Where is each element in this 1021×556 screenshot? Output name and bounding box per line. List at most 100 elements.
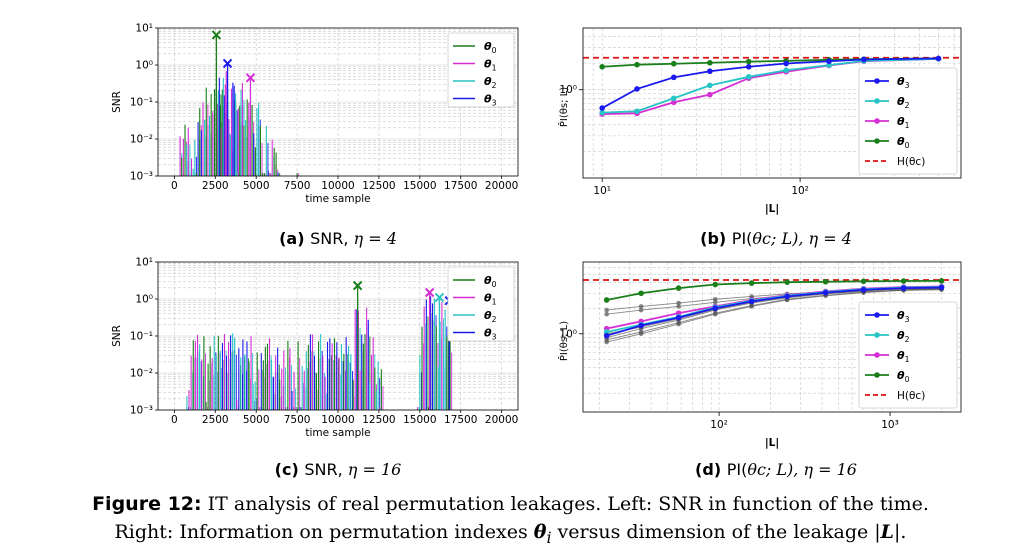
x-tick-label: 17500 [444,180,477,192]
series-point [900,285,907,291]
legend-entry: θ0 [897,135,910,150]
caption-theta: θ [533,521,547,543]
x-tick-label: 12500 [362,180,395,192]
subfigure-caption: (d) PI(θc; L), η = 16 [695,460,857,479]
legend-entry: θ2 [897,95,910,110]
other-index-line [606,288,942,343]
panel-d-pi-eta16: 10² 10³ 10⁰ |L| P̂I(θs; L) θ3 θ2 θ1 θ0 H(θc) (d) P… [557,261,962,479]
legend-entry: θ3 [484,327,497,342]
series-point [745,74,752,80]
other-index-point [604,307,609,313]
legend-entry: θ0 [897,369,910,384]
legend-entry: θ3 [897,309,910,324]
other-index-point [712,299,718,305]
series-point [783,60,789,67]
other-index-point [638,307,644,313]
other-index-point [638,331,644,337]
series-point [707,82,713,89]
series-point [634,86,640,92]
y-tick-label: 10⁻³ [130,171,153,183]
other-index-point [749,304,754,309]
other-index-point [638,304,644,309]
series-point [670,60,677,67]
x-tick-label: 15000 [403,414,436,426]
series-point [784,279,790,285]
legend-marker [874,352,880,358]
series-point [670,74,677,81]
max-marker-stroke [434,292,445,303]
series-point [634,108,640,115]
y-axis-label: SNR [111,325,123,347]
figure-canvas: 0 2500 5000 7500 10000 12500 15000 17500 20000 10… [111,23,962,479]
max-marker [222,58,233,69]
pi-series [583,278,961,345]
y-tick-label: 10⁰ [559,84,577,96]
y-tick-label: 10⁻² [130,134,153,146]
panel-c-snr-eta16: 0 2500 5000 7500 10000 12500 15000 17500 20000 10… [111,257,519,479]
legend-marker [874,138,880,144]
legend-entry: θ2 [484,309,497,324]
legend-entry: θ1 [897,115,910,130]
x-tick-label: 0 [171,180,178,192]
y-tick-label: 10¹ [135,23,153,35]
caption-L: L [880,521,895,543]
x-tick-label: 10³ [881,419,899,431]
figure-label: Figure 12: [92,493,202,515]
x-tick-label: 2500 [202,180,229,192]
max-marker-stroke [211,30,222,40]
series-point [822,278,829,285]
series-point [638,290,644,297]
series-point [675,285,682,291]
series-point [599,109,605,116]
legend-marker [874,78,880,84]
legend-entry: H(θc) [897,156,925,168]
x-tick-label: 7500 [284,414,311,426]
series-point [822,289,829,296]
series-point [935,55,942,62]
legend-marker [874,118,880,124]
panel-b-pi-eta4: 10¹ 10² 10⁰ |L| P̂I(θs; L) θ3 θ2 θ1 θ0 H(θc) (b) P… [557,27,962,248]
series-point [638,322,644,329]
panel-a-snr-eta4: 0 2500 5000 7500 10000 12500 15000 17500 20000 10… [111,23,519,248]
legend-box [858,301,958,409]
axes-frame [582,27,962,179]
caption-text-2b: versus dimension of the leakage | [551,521,881,543]
series-line-θ3 [606,286,942,337]
series-point [707,59,713,66]
y-tick-label: 10⁻² [130,368,153,380]
series-point [712,305,719,312]
max-marker [434,292,445,303]
legend: θ0 θ1 θ2 θ3 [447,266,515,342]
other-index-point [676,321,681,327]
y-tick-label: 10¹ [135,257,153,269]
subfigure-caption: (a) SNR, η = 4 [279,229,397,248]
caption-text-2a: Right: Information on permutation indexe… [114,521,534,543]
x-tick-label: 12500 [362,414,395,426]
subfigure-caption: (c) SNR, η = 16 [275,460,402,479]
legend-entry: θ1 [484,292,497,307]
series-line-θ0 [606,279,942,301]
x-axis-label: |L| [765,203,779,215]
series-point [634,61,640,68]
max-marker [211,30,222,40]
series-point [826,58,832,65]
legend: θ0 θ1 θ2 θ3 [447,32,515,108]
x-tick-label: 10² [791,185,809,197]
caption-line-1: Figure 12: IT analysis of real permutati… [0,490,1021,518]
x-tick-label: 20000 [485,414,518,426]
x-tick-label: 20000 [485,180,518,192]
other-index-point [676,300,681,306]
series-point [860,278,867,285]
max-marker [245,73,256,83]
series-point [599,105,605,111]
series-point [938,278,945,284]
y-tick-label: 10⁻³ [130,405,153,417]
series-point [784,293,790,300]
legend-entry: θ3 [897,75,910,90]
legend-entry: H(θc) [897,390,925,402]
x-tick-label: 10² [710,419,728,431]
legend-entry: θ1 [484,58,497,73]
legend-entry: θ2 [897,329,910,344]
x-tick-label: 5000 [243,180,270,192]
series-point [603,297,610,303]
